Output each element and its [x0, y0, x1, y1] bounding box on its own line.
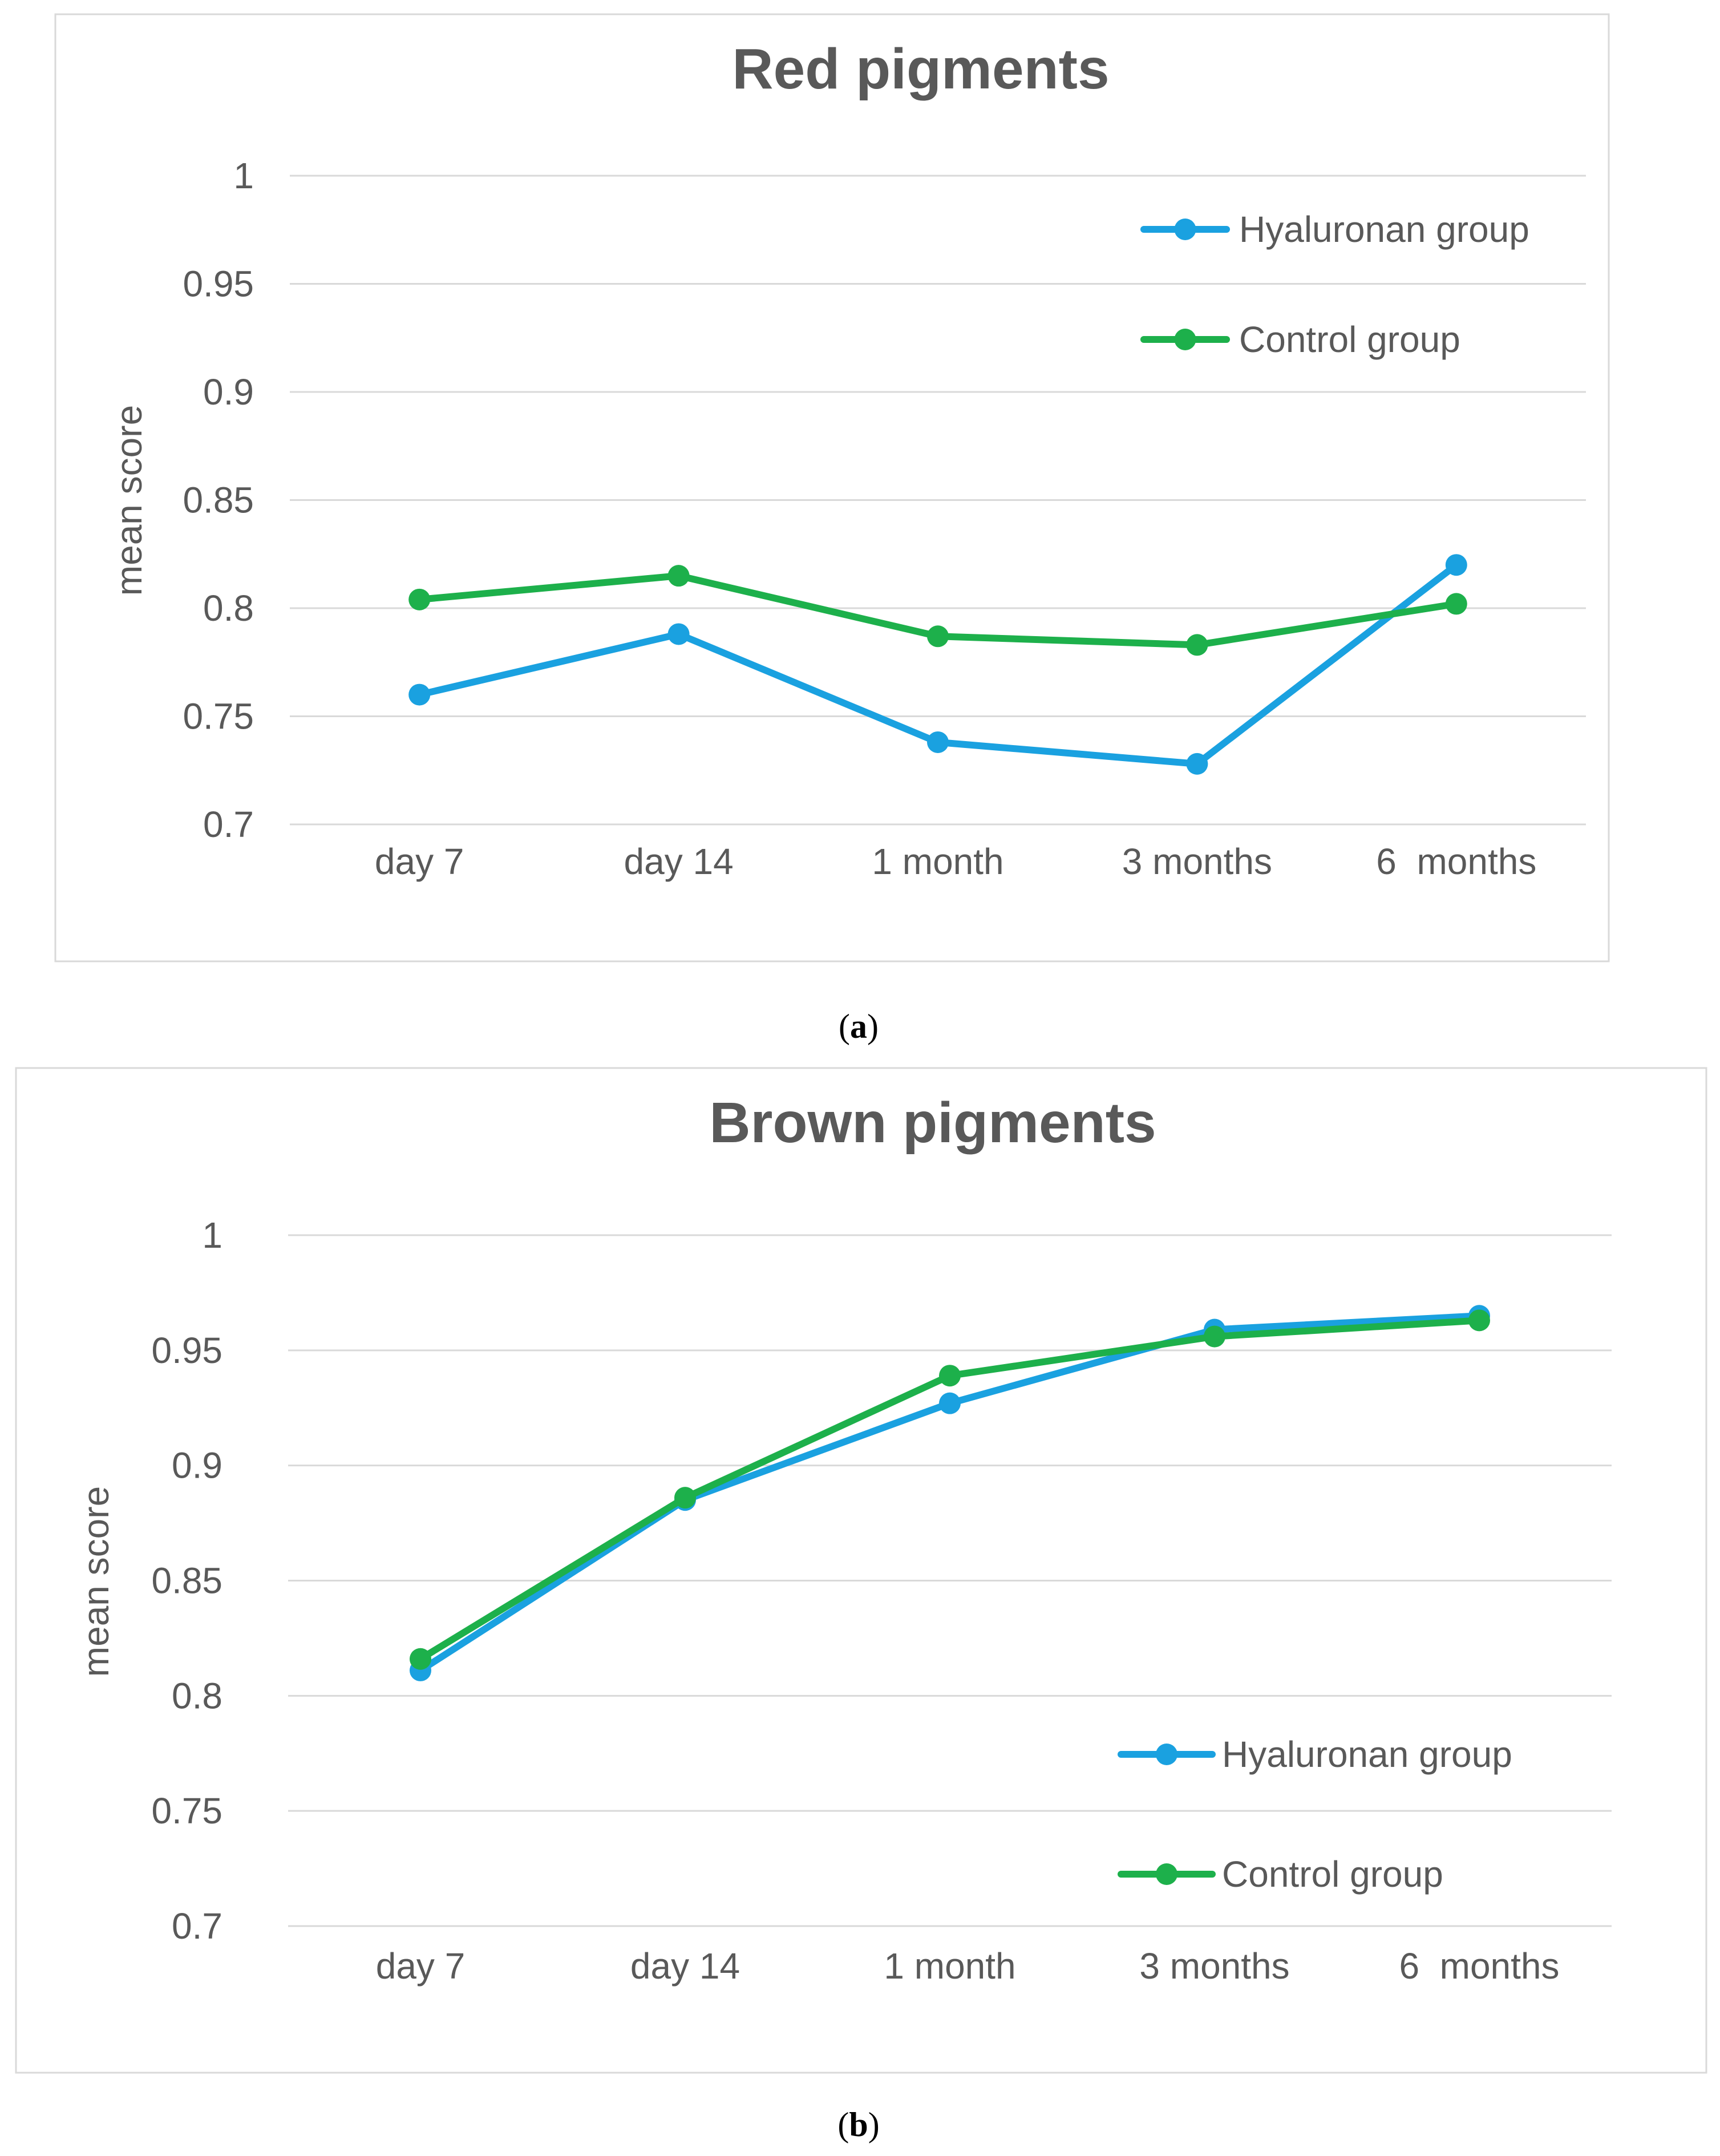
x-tick-label: 3 months	[1122, 841, 1272, 882]
y-axis-label: mean score	[75, 1486, 116, 1677]
data-point	[1445, 593, 1467, 615]
data-point	[1186, 634, 1208, 656]
data-point	[408, 683, 431, 706]
data-point	[939, 1365, 961, 1387]
x-tick-label: 6 months	[1399, 1945, 1559, 1987]
data-point	[1468, 1309, 1490, 1332]
legend-item: Control group	[1118, 1854, 1443, 1895]
legend-marker	[1156, 1744, 1177, 1765]
chart-frame	[15, 1067, 1707, 2074]
series-control-group	[408, 565, 1467, 656]
x-tick-label: day 14	[630, 1945, 740, 1987]
y-tick-label: 0.75	[183, 696, 254, 737]
x-tick-label: 3 months	[1139, 1945, 1289, 1987]
legend: Hyaluronan group Control group	[1118, 1734, 1512, 1895]
y-tick-label: 0.8	[203, 588, 254, 629]
data-point	[927, 731, 949, 753]
legend-marker	[1156, 1863, 1177, 1885]
data-point	[667, 565, 690, 587]
data-point	[927, 625, 949, 648]
red-pigments-chart: Red pigments 1 0.95 0.9 0.85 0.8 0.75 0.7 mean s…	[54, 13, 1610, 962]
chart-frame	[54, 13, 1610, 962]
data-point	[939, 1392, 961, 1414]
x-tick-label: day 14	[624, 841, 734, 882]
y-tick-label: 1	[233, 155, 254, 196]
x-tick-label: 1 month	[872, 841, 1003, 882]
legend-label: Control group	[1239, 319, 1460, 360]
data-point	[1445, 554, 1467, 576]
data-point	[667, 623, 690, 645]
panel-label-a: (a)	[839, 1008, 879, 1045]
brown-pigments-chart: Brown pigments 1 0.95 0.9 0.85 0.8 0.75 0.7 mean…	[15, 1067, 1707, 2074]
data-point	[1204, 1325, 1225, 1348]
y-tick-label: 0.95	[183, 264, 254, 305]
y-tick-label: 0.7	[172, 1906, 222, 1947]
y-tick-label: 0.9	[172, 1445, 222, 1486]
data-point	[410, 1648, 431, 1670]
y-tick-label: 0.85	[151, 1560, 222, 1601]
data-point	[674, 1487, 696, 1509]
legend-marker	[1174, 329, 1196, 350]
chart-title: Red pigments	[732, 37, 1109, 101]
legend-label: Hyaluronan group	[1239, 209, 1529, 250]
x-tick-label: day 7	[376, 1945, 466, 1987]
x-tick-label: day 7	[375, 841, 464, 882]
y-axis-label: mean score	[108, 405, 149, 596]
legend-item: Hyaluronan group	[1118, 1734, 1512, 1775]
y-tick-label: 0.7	[203, 804, 254, 845]
y-tick-label: 1	[202, 1215, 222, 1256]
y-tick-label: 0.8	[172, 1675, 222, 1716]
data-point	[408, 588, 431, 610]
legend-label: Hyaluronan group	[1222, 1734, 1512, 1775]
legend-label: Control group	[1222, 1854, 1443, 1895]
x-tick-label: 1 month	[884, 1945, 1015, 1987]
series-control-group	[410, 1309, 1490, 1670]
legend: Hyaluronan group Control group	[1140, 209, 1529, 360]
y-tick-label: 0.85	[183, 480, 254, 521]
chart-title: Brown pigments	[709, 1091, 1156, 1155]
data-point	[1186, 753, 1208, 775]
legend-marker	[1174, 219, 1196, 240]
legend-item: Hyaluronan group	[1140, 209, 1529, 250]
y-tick-label: 0.75	[151, 1790, 222, 1831]
y-tick-label: 0.9	[203, 371, 254, 412]
x-tick-label: 6 months	[1376, 841, 1536, 882]
series-hyaluronan-group	[408, 554, 1467, 775]
panel-label-b: (b)	[837, 2106, 880, 2143]
legend-item: Control group	[1140, 319, 1460, 360]
y-tick-label: 0.95	[151, 1330, 222, 1371]
